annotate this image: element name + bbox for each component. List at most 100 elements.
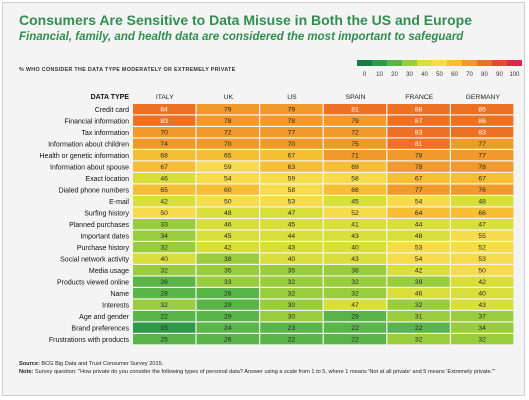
cell-value: 32 <box>288 279 296 286</box>
cell-value: 38 <box>224 256 232 263</box>
heatmap-cell <box>387 242 450 253</box>
heatmap-cell <box>387 299 450 310</box>
heatmap-cell <box>451 127 514 138</box>
heatmap-cell <box>260 207 323 218</box>
heatmap-cell <box>260 150 323 161</box>
heatmap-cell <box>451 115 514 126</box>
cell-value: 66 <box>478 210 486 217</box>
heatmap-cell <box>387 104 450 115</box>
cell-value: 58 <box>288 187 296 194</box>
cell-value: 43 <box>351 233 359 240</box>
row-header-label: DATA TYPE <box>91 94 130 101</box>
cell-value: 74 <box>160 141 168 148</box>
cell-value: 88 <box>415 106 423 113</box>
heatmap-cell <box>260 242 323 253</box>
cell-value: 35 <box>224 267 232 274</box>
heatmap-cell <box>133 161 196 172</box>
row-label: Planned purchases <box>69 222 129 229</box>
heatmap-cell <box>133 253 196 264</box>
row-label: Information about spouse <box>50 165 129 172</box>
cell-value: 38 <box>351 267 359 274</box>
heatmap-cell <box>451 138 514 149</box>
cell-value: 40 <box>160 256 168 263</box>
source-text: BCG Big Data and Trust Consumer Survey 2… <box>41 361 164 367</box>
heatmap-cell <box>260 322 323 333</box>
legend-swatch <box>432 60 447 66</box>
cell-value: 28 <box>160 290 168 297</box>
cell-value: 55 <box>478 233 486 240</box>
heatmap-cell <box>260 184 323 195</box>
cell-value: 67 <box>478 175 486 182</box>
cell-value: 23 <box>288 325 296 332</box>
legend-tick-label: 80 <box>481 72 488 78</box>
legend-swatch <box>477 60 492 66</box>
heatmap-cell <box>387 288 450 299</box>
legend-swatch <box>462 60 477 66</box>
row-label: Frustrations with products <box>49 337 130 344</box>
heatmap-cell <box>451 161 514 172</box>
cell-value: 65 <box>224 152 232 159</box>
heatmap-cell <box>451 196 514 207</box>
heatmap-cell <box>387 311 450 322</box>
cell-value: 85 <box>478 106 486 113</box>
heatmap-cell <box>260 276 323 287</box>
heatmap-cell <box>196 253 259 264</box>
cell-value: 64 <box>415 210 423 217</box>
cell-value: 32 <box>351 290 359 297</box>
cell-value: 79 <box>224 106 232 113</box>
cell-value: 32 <box>160 302 168 309</box>
heatmap-cell <box>323 230 387 241</box>
cell-value: 29 <box>351 313 359 320</box>
cell-value: 40 <box>478 290 486 297</box>
heatmap-cell <box>196 334 259 345</box>
heatmap-cell <box>133 299 196 310</box>
cell-value: 59 <box>224 164 232 171</box>
cell-value: 34 <box>478 325 486 332</box>
cell-value: 32 <box>478 336 486 343</box>
column-header: US <box>287 94 297 101</box>
legend-swatch <box>417 60 432 66</box>
cell-value: 77 <box>415 187 423 194</box>
cell-value: 43 <box>288 244 296 251</box>
cell-value: 75 <box>351 141 359 148</box>
legend-tick-label: 30 <box>406 72 413 78</box>
legend-swatch <box>402 60 417 66</box>
heatmap-cell <box>196 311 259 322</box>
row-label: Information about children <box>48 142 129 149</box>
heatmap-cell <box>133 127 196 138</box>
heatmap-cell <box>451 253 514 264</box>
heatmap-cell <box>260 230 323 241</box>
heatmap-cell <box>260 196 323 207</box>
cell-value: 47 <box>288 210 296 217</box>
heatmap-cell <box>323 334 387 345</box>
heatmap-cell <box>451 150 514 161</box>
cell-value: 70 <box>160 129 168 136</box>
heatmap-cell <box>260 127 323 138</box>
cell-value: 79 <box>288 106 296 113</box>
column-header: SPAIN <box>346 94 366 101</box>
legend-swatch <box>372 60 387 66</box>
cell-value: 22 <box>351 336 359 343</box>
heatmap-cell <box>451 334 514 345</box>
heatmap-cell <box>323 150 387 161</box>
heatmap-cell <box>451 288 514 299</box>
cell-value: 86 <box>478 118 486 125</box>
cell-value: 45 <box>351 198 359 205</box>
heatmap-cell <box>451 173 514 184</box>
heatmap-cell <box>387 184 450 195</box>
source-note: Source: BCG Big Data and Trust Consumer … <box>19 360 515 376</box>
cell-value: 40 <box>351 244 359 251</box>
cell-value: 30 <box>288 313 296 320</box>
heatmap-cell <box>323 104 387 115</box>
cell-value: 47 <box>351 302 359 309</box>
heatmap-cell <box>196 265 259 276</box>
cell-value: 22 <box>351 325 359 332</box>
heatmap-cell <box>196 173 259 184</box>
cell-value: 32 <box>351 279 359 286</box>
legend-tick-label: 100 <box>509 72 520 78</box>
heatmap-cell <box>387 230 450 241</box>
chart-title: Consumers Are Sensitive to Data Misuse i… <box>19 12 473 28</box>
cell-value: 68 <box>160 152 168 159</box>
legend-tick-label: 50 <box>436 72 443 78</box>
row-label: Social network activity <box>60 257 129 264</box>
